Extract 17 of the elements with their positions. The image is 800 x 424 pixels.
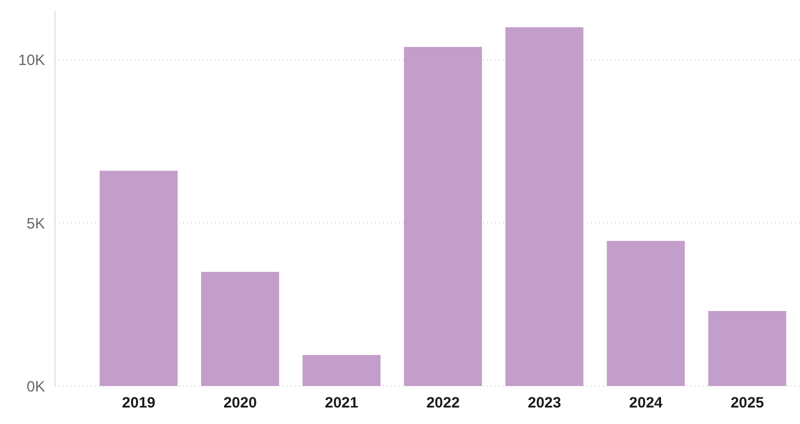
bar — [302, 355, 381, 386]
y-tick-label: 0K — [26, 378, 45, 396]
x-tick-label: 2025 — [730, 394, 764, 412]
x-tick-label: 2020 — [223, 394, 257, 412]
bar — [606, 240, 685, 386]
y-tick-label: 5K — [26, 215, 45, 232]
bar — [100, 170, 178, 386]
bar — [201, 272, 280, 386]
x-tick-label: 2023 — [528, 394, 562, 412]
bar — [708, 311, 786, 386]
x-tick-label: 2021 — [324, 394, 358, 412]
bar — [505, 27, 584, 386]
x-tick-label: 2022 — [426, 394, 460, 412]
bar — [404, 46, 482, 386]
x-tick-label: 2019 — [122, 394, 156, 412]
y-tick-label: 10K — [18, 52, 45, 70]
x-tick-label: 2024 — [629, 394, 664, 412]
